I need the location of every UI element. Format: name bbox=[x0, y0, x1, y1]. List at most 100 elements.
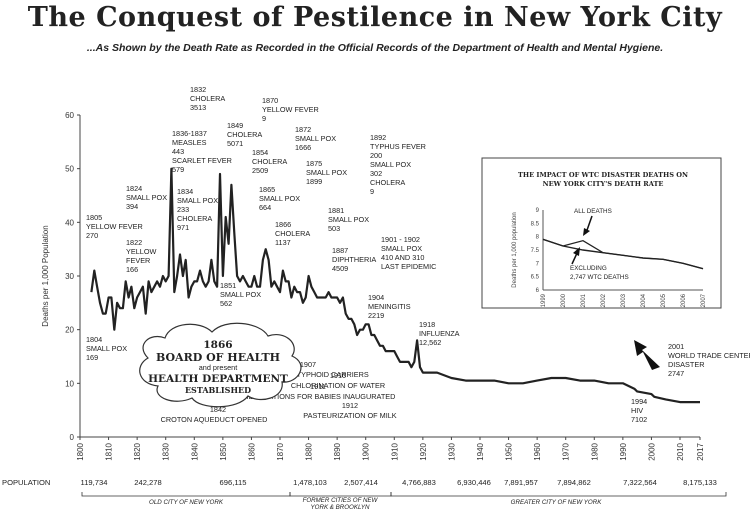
inset-x-tick: 2004 bbox=[641, 293, 647, 307]
era-label: OLD CITY OF NEW YORK bbox=[149, 499, 224, 506]
callout-line: BOARD OF HEALTH bbox=[156, 351, 280, 364]
x-tick-label: 2010 bbox=[676, 442, 685, 460]
inset-series-line bbox=[542, 238, 704, 270]
annotation-line: 394 bbox=[126, 202, 138, 211]
annotation-line: SCARLET FEVER bbox=[172, 156, 232, 165]
inset-x-tick: 2001 bbox=[581, 293, 587, 307]
annotation-line: 1866 bbox=[275, 220, 291, 229]
inset-arrowhead bbox=[573, 247, 580, 256]
y-tick-label: 10 bbox=[65, 379, 74, 388]
annotation-label: 1887 DIPHTHERIA 4509 bbox=[332, 246, 376, 273]
annotation-line: 410 AND 310 bbox=[381, 253, 424, 262]
annotation-label: 1822 YELLOW FEVER 166 bbox=[126, 238, 157, 274]
annotation-line: 200 bbox=[370, 151, 382, 160]
inset-x-tick: 2007 bbox=[701, 293, 707, 307]
annotation-line: 4509 bbox=[332, 264, 348, 273]
annotation-line: CHOLERA bbox=[252, 157, 287, 166]
annotation-line: DIPHTHERIA bbox=[332, 255, 376, 264]
inset-y-tick: 7.5 bbox=[531, 248, 540, 254]
annotation-line: 1854 bbox=[252, 148, 268, 157]
annotation-line: 1881 bbox=[328, 206, 344, 215]
inset-y-tick: 8.5 bbox=[531, 221, 540, 227]
population-value: 119,734 bbox=[81, 478, 108, 487]
annotation-label: 2001 WORLD TRADE CENTER DISASTER 2747 bbox=[668, 342, 750, 378]
annotation-line: FEVER bbox=[126, 256, 150, 265]
milestone-year: 1907 bbox=[300, 360, 316, 369]
annotation-line: SMALL POX bbox=[86, 344, 127, 353]
annotation-line: CHOLERA bbox=[190, 94, 225, 103]
annotation-label: 1994 HIV 7102 bbox=[631, 397, 647, 424]
x-tick-label: 1890 bbox=[333, 442, 342, 460]
annotation-line: 1666 bbox=[295, 143, 311, 152]
annotation-line: 1822 bbox=[126, 238, 142, 247]
milestone-year: 1912 bbox=[342, 401, 358, 410]
era-label: YORK & BROOKLYN bbox=[311, 504, 370, 510]
annotation-line: 7102 bbox=[631, 415, 647, 424]
x-tick-label: 1820 bbox=[133, 442, 142, 460]
annotation-label: 1881 SMALL POX 503 bbox=[328, 206, 369, 233]
annotation-label: 1854 CHOLERA 2509 bbox=[252, 148, 287, 175]
annotation-line: 9 bbox=[370, 187, 374, 196]
annotation-line: SMALL POX bbox=[306, 168, 347, 177]
annotation-line: 2001 bbox=[668, 342, 684, 351]
milestone-label: CONTROL OF TYPHOID CARRIERS bbox=[247, 370, 369, 379]
annotation-label: 1872 SMALL POX 1666 bbox=[295, 125, 336, 152]
annotation-label: 1824 SMALL POX 394 bbox=[126, 184, 167, 211]
inset-x-tick: 2000 bbox=[561, 293, 567, 307]
era-bracket bbox=[390, 492, 727, 497]
annotation-line: SMALL POX bbox=[328, 215, 369, 224]
milestone-label: MILK STATIONS FOR BABIES INAUGURATED bbox=[241, 392, 396, 401]
population-value: 7,891,957 bbox=[504, 478, 538, 487]
annotation-line: CHOLERA bbox=[227, 130, 262, 139]
annotation-line: 1137 bbox=[275, 238, 291, 247]
annotation-line: 2509 bbox=[252, 166, 268, 175]
annotation-line: 1875 bbox=[306, 159, 322, 168]
annotation-line: 1904 bbox=[368, 293, 384, 302]
annotation-line: 270 bbox=[86, 231, 98, 240]
callout-line: ESTABLISHED bbox=[185, 385, 251, 395]
x-tick-label: 1950 bbox=[505, 442, 514, 460]
x-tick-label: 1810 bbox=[105, 442, 114, 460]
inset-x-tick: 2003 bbox=[621, 293, 627, 307]
y-tick-label: 60 bbox=[65, 111, 74, 120]
inset-label-excl: 2,747 WTC DEATHS bbox=[570, 274, 629, 281]
annotation-line: 1901 - 1902 bbox=[381, 235, 420, 244]
annotation-line: 1824 bbox=[126, 184, 142, 193]
annotation-label: 1849 CHOLERA 5071 bbox=[227, 121, 262, 148]
annotation-line: 1832 bbox=[190, 85, 206, 94]
annotation-line: MENINGITIS bbox=[368, 302, 411, 311]
annotation-label: 1901 - 1902 SMALL POX 410 AND 310 LAST EPID… bbox=[381, 235, 436, 271]
milestone-label: CHLORINATION OF WATER bbox=[291, 381, 385, 390]
annotation-line: 971 bbox=[177, 223, 189, 232]
annotation-line: 3513 bbox=[190, 103, 206, 112]
x-tick-label: 1800 bbox=[76, 442, 85, 460]
annotation-line: SMALL POX bbox=[126, 193, 167, 202]
chart-title: The Conquest of Pestilence in New York C… bbox=[27, 2, 723, 33]
annotation-line: 1870 bbox=[262, 96, 278, 105]
era-bracket bbox=[289, 492, 392, 497]
population-value: 4,766,883 bbox=[402, 478, 436, 487]
population-value: 6,930,446 bbox=[457, 478, 491, 487]
inset-x-tick: 1999 bbox=[541, 293, 547, 307]
inset-arrowhead bbox=[583, 228, 590, 236]
y-axis-label: Deaths per 1,000 Population bbox=[41, 225, 50, 326]
x-tick-label: 1850 bbox=[219, 442, 228, 460]
y-tick-label: 20 bbox=[65, 326, 74, 335]
death-rate-line bbox=[90, 167, 700, 404]
era-label: FORMER CITIES OF NEW bbox=[303, 497, 379, 504]
x-tick-label: 1910 bbox=[390, 442, 399, 460]
annotation-line: SMALL POX bbox=[177, 196, 218, 205]
inset-y-tick: 8 bbox=[536, 235, 540, 241]
population-value: 696,115 bbox=[220, 478, 247, 487]
x-tick-label: 1970 bbox=[562, 442, 571, 460]
annotation-line: 1994 bbox=[631, 397, 647, 406]
annotation-line: CHOLERA bbox=[275, 229, 310, 238]
x-tick-label: 1990 bbox=[619, 442, 628, 460]
inset-x-tick: 2005 bbox=[661, 293, 667, 307]
annotation-line: 2747 bbox=[668, 369, 684, 378]
x-tick-label: 2017 bbox=[696, 442, 705, 460]
board-of-health-cloud bbox=[139, 322, 302, 408]
annotation-label: 1875 SMALL POX 1899 bbox=[306, 159, 347, 186]
inset-label-excl: EXCLUDING bbox=[570, 265, 607, 272]
annotation-line: DISASTER bbox=[668, 360, 705, 369]
